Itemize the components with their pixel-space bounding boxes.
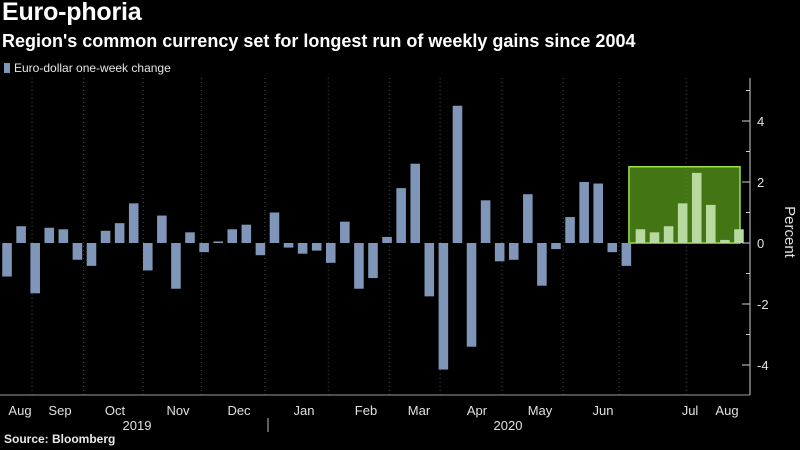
bar xyxy=(663,226,674,243)
source-note: Source: Bloomberg xyxy=(4,432,116,446)
bar xyxy=(143,243,153,271)
bar xyxy=(16,226,26,243)
x-month-label: Sep xyxy=(48,403,71,418)
chart-subtitle: Region's common currency set for longest… xyxy=(2,31,636,51)
x-month-label: Jun xyxy=(593,403,614,418)
bar xyxy=(311,243,322,251)
bar xyxy=(241,224,252,243)
bar xyxy=(157,215,167,243)
bar xyxy=(213,241,223,243)
x-month-label: Aug xyxy=(715,403,738,418)
bar xyxy=(720,239,730,243)
bar xyxy=(734,229,744,243)
legend-label: Euro-dollar one-week change xyxy=(14,61,171,75)
x-month-label: Jul xyxy=(682,403,699,418)
bar xyxy=(44,227,55,243)
x-month-label: Aug xyxy=(8,403,31,418)
bar xyxy=(551,243,561,250)
bar xyxy=(283,243,294,248)
bar xyxy=(340,221,350,243)
bar xyxy=(255,243,266,256)
x-year-label: 2019 xyxy=(123,418,152,433)
x-month-label: Jan xyxy=(294,403,315,418)
bar xyxy=(565,217,575,243)
y-tick-label: 2 xyxy=(757,175,764,190)
bar xyxy=(368,243,378,279)
bar xyxy=(269,212,280,243)
bar xyxy=(452,105,463,243)
x-month-label: Mar xyxy=(408,403,431,418)
bar xyxy=(593,183,603,243)
legend: Euro-dollar one-week change xyxy=(4,61,171,75)
y-axis-title: Percent xyxy=(781,206,798,259)
bar xyxy=(86,243,97,266)
x-month-label: Dec xyxy=(227,403,251,418)
bar xyxy=(354,243,364,289)
y-tick-label: 0 xyxy=(757,236,764,251)
y-tick-label: -2 xyxy=(757,297,769,312)
bar xyxy=(185,232,195,243)
bar xyxy=(297,243,308,254)
bar xyxy=(523,194,533,243)
bar xyxy=(2,243,12,277)
bar xyxy=(325,243,336,263)
x-month-label: Nov xyxy=(166,403,190,418)
bar xyxy=(410,163,421,243)
x-month-label: May xyxy=(528,403,553,418)
bar xyxy=(424,243,435,297)
chart-title: Euro-phoria xyxy=(2,0,142,26)
bar xyxy=(227,229,238,243)
bar xyxy=(72,243,83,260)
x-month-label: Apr xyxy=(467,403,488,418)
y-tick-label: -4 xyxy=(757,358,769,373)
bar xyxy=(494,243,505,262)
bar xyxy=(706,204,716,243)
bar xyxy=(691,172,702,243)
bar xyxy=(438,243,449,370)
bar xyxy=(100,230,111,243)
x-year-label: 2020 xyxy=(494,418,523,433)
bar xyxy=(58,229,69,243)
y-tick-label: 4 xyxy=(757,114,764,129)
x-month-label: Oct xyxy=(105,403,126,418)
bar xyxy=(171,243,181,289)
bar xyxy=(621,243,632,266)
bar xyxy=(382,236,392,243)
x-month-label: Feb xyxy=(355,403,377,418)
bar xyxy=(128,203,139,243)
bar xyxy=(30,243,40,294)
bar xyxy=(480,200,491,243)
bar xyxy=(396,188,406,243)
bar xyxy=(607,243,618,253)
bar xyxy=(199,243,209,253)
bar xyxy=(114,223,125,243)
bar xyxy=(466,243,477,347)
bar xyxy=(635,229,646,243)
legend-swatch xyxy=(4,63,10,73)
bar xyxy=(649,232,660,243)
bar xyxy=(537,243,547,286)
bar xyxy=(677,203,688,243)
bar xyxy=(508,243,519,260)
bar xyxy=(579,182,589,243)
